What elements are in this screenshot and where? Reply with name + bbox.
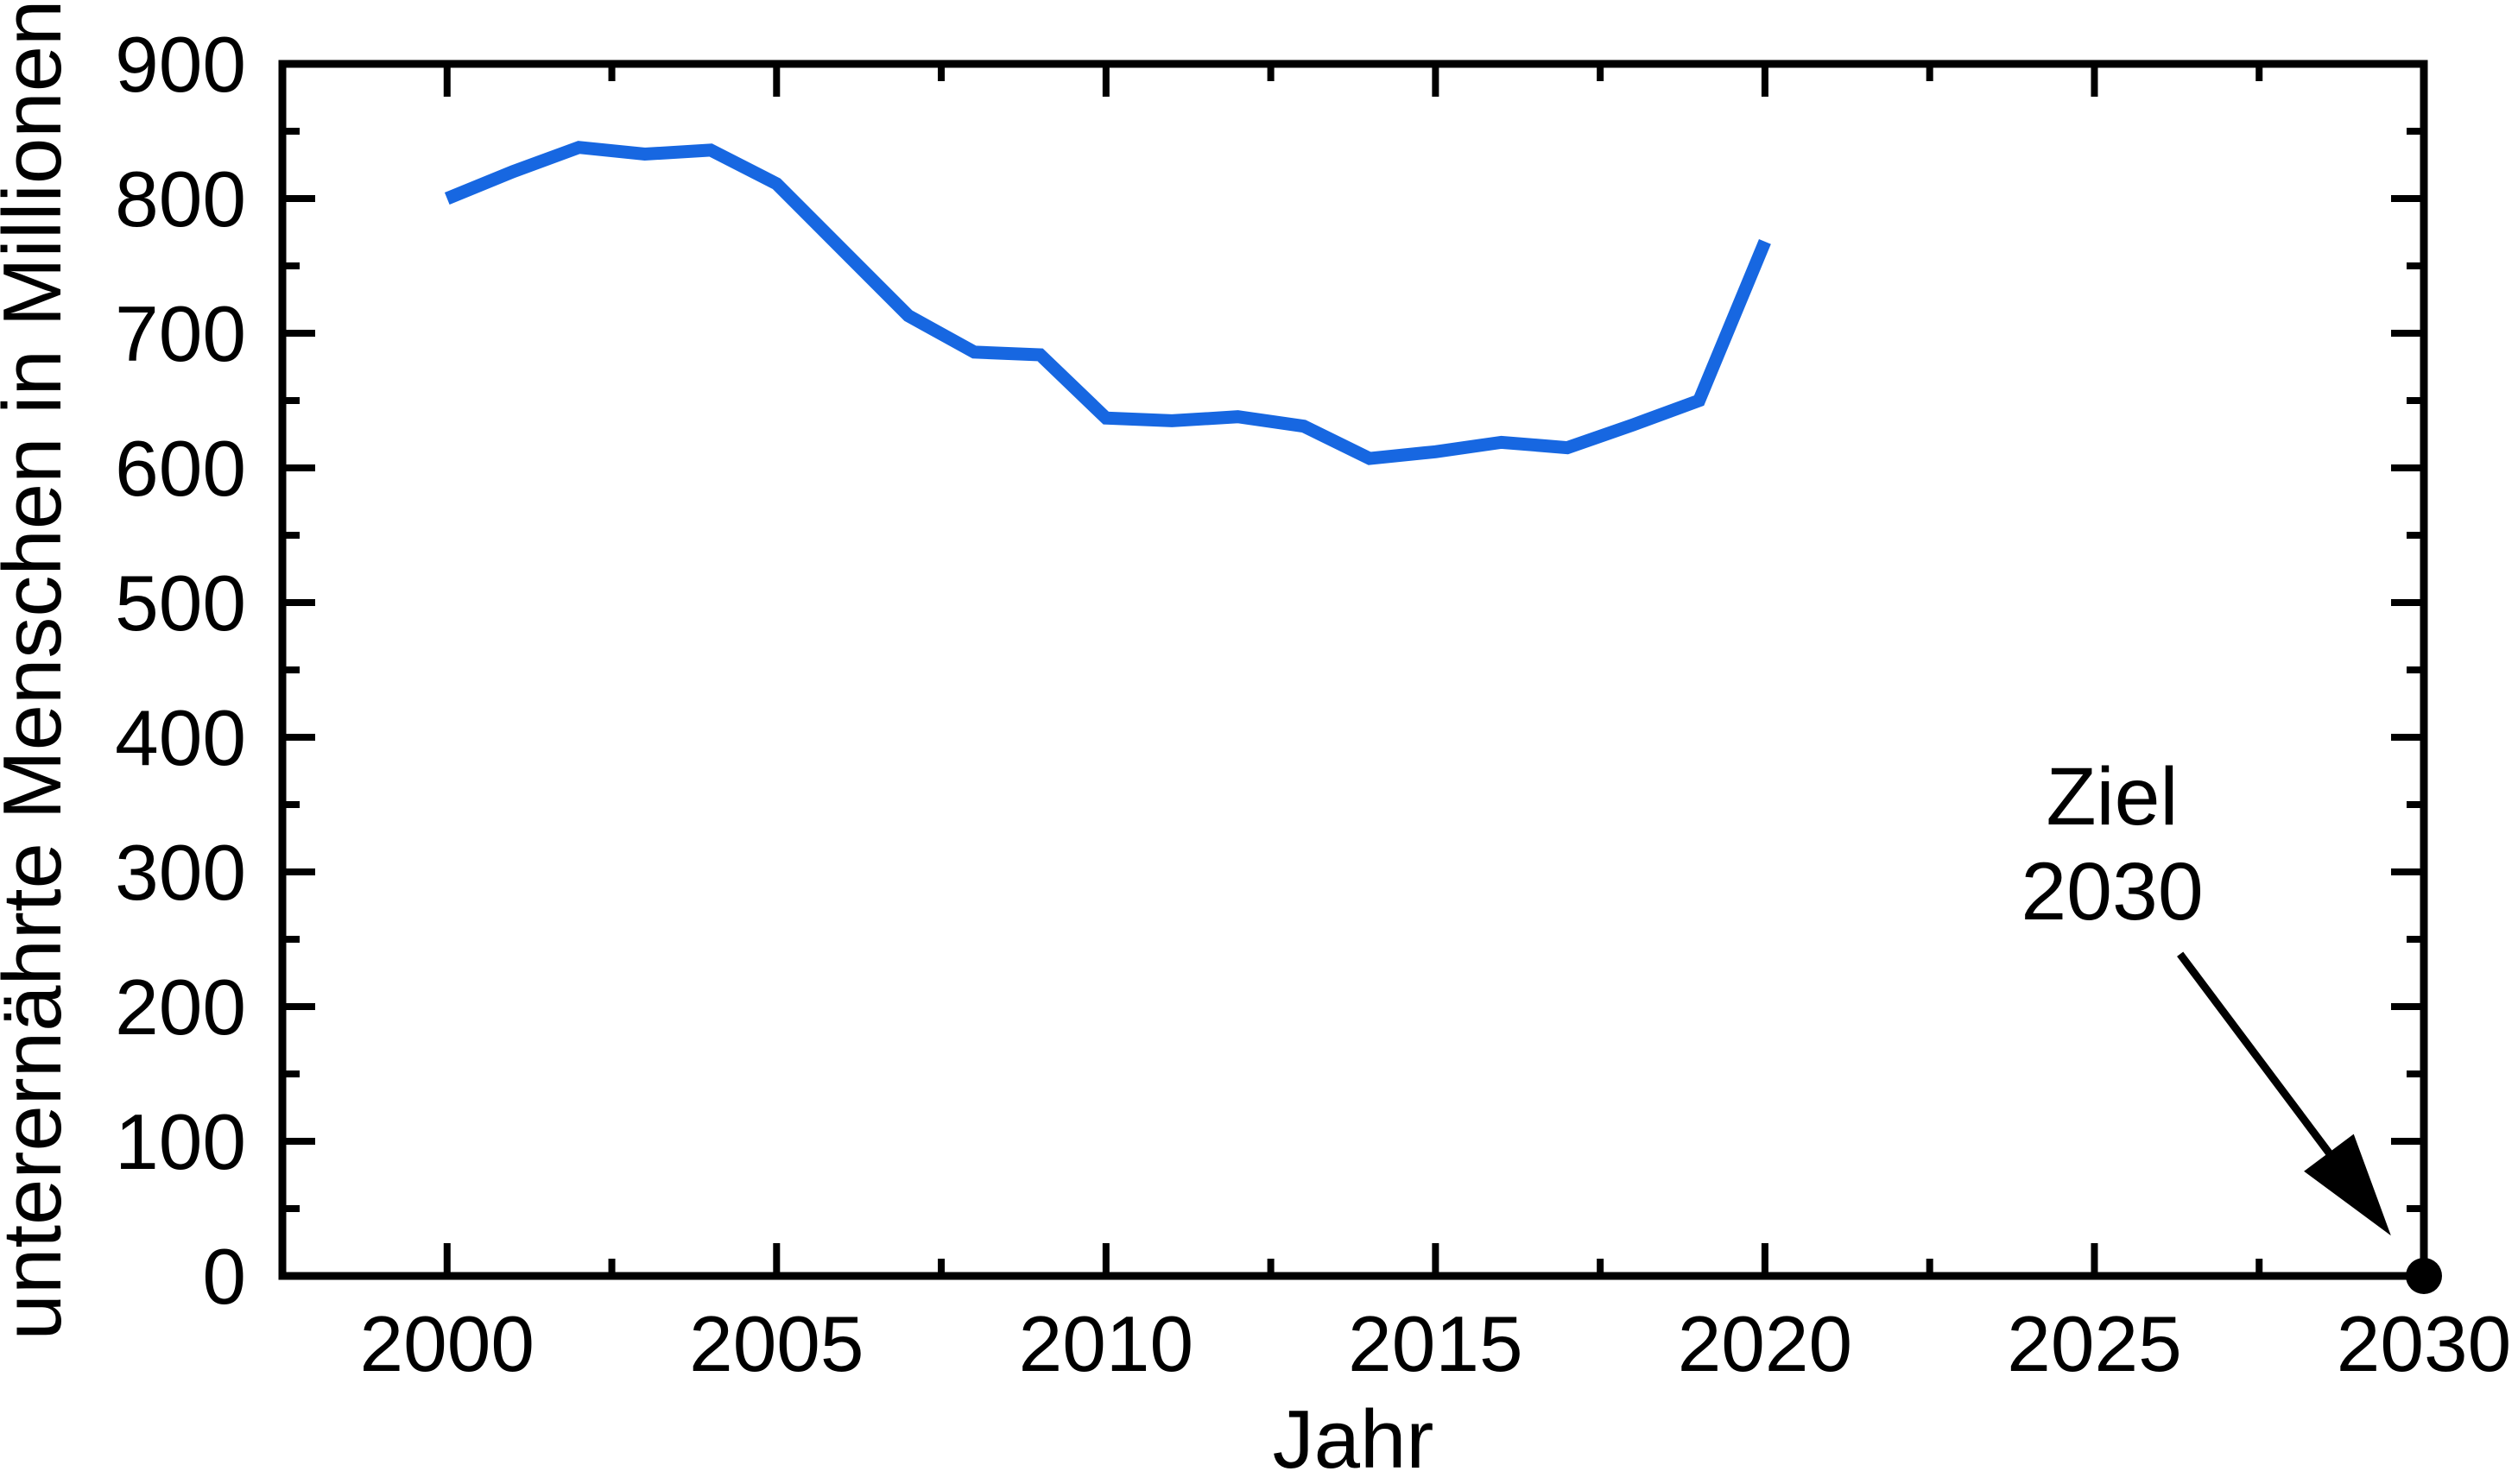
- annotation-ziel-line2: 2030: [2021, 846, 2203, 938]
- x-axis-title: Jahr: [1273, 1393, 1434, 1484]
- annotation-ziel-line1: Ziel: [2046, 751, 2178, 843]
- x-tick-label: 2025: [2007, 1301, 2181, 1388]
- x-tick-label: 2030: [2337, 1301, 2511, 1388]
- x-tick-label: 2015: [1348, 1301, 1522, 1388]
- x-tick-label: 2010: [1019, 1301, 1193, 1388]
- y-tick-label: 300: [115, 830, 246, 917]
- x-tick-label: 2020: [1678, 1301, 1852, 1388]
- y-axis-title: unterernährte Menschen in Millionen: [0, 0, 79, 1340]
- y-tick-label: 400: [115, 695, 246, 782]
- annotation-arrow-shaft: [2177, 951, 2338, 1162]
- target-dot: [2406, 1258, 2442, 1294]
- plot-border: [278, 60, 2428, 1280]
- y-tick-label: 600: [115, 426, 246, 513]
- annotation-arrow-head: [2304, 1134, 2391, 1236]
- y-tick-label: 0: [202, 1234, 246, 1321]
- y-tick-label: 900: [115, 22, 246, 109]
- x-tick-label: 2000: [360, 1301, 535, 1388]
- series-line: [444, 141, 1771, 465]
- y-tick-label: 100: [115, 1099, 246, 1186]
- y-tick-label: 700: [115, 291, 246, 378]
- x-tick-label: 2005: [689, 1301, 864, 1388]
- y-tick-label: 500: [115, 560, 246, 647]
- y-tick-label: 200: [115, 964, 246, 1051]
- y-tick-label: 800: [115, 156, 246, 243]
